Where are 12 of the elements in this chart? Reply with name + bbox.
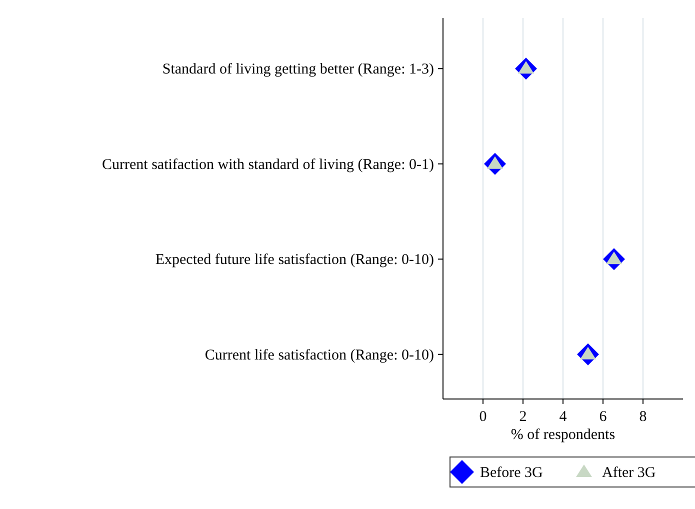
y-tick-label: Current life satisfaction (Range: 0-10) [204, 347, 434, 364]
x-tick-label: 8 [639, 409, 647, 425]
x-tick-label: 4 [559, 409, 568, 425]
x-tick-label: 0 [479, 409, 487, 425]
x-tick-label: 6 [599, 409, 608, 425]
y-tick-label: Current satifaction with standard of living (Range: 0-1) [102, 156, 434, 173]
x-axis-title: % of respondents [510, 427, 616, 443]
x-tick-label: 2 [519, 409, 527, 425]
legend-label: Before 3G [480, 465, 544, 481]
legend-label: After 3G [602, 465, 656, 481]
y-tick-label: Expected future life satisfaction (Range: 0-10) [155, 252, 434, 268]
y-tick-label: Standard of living getting better (Range: 1-3) [162, 62, 434, 78]
